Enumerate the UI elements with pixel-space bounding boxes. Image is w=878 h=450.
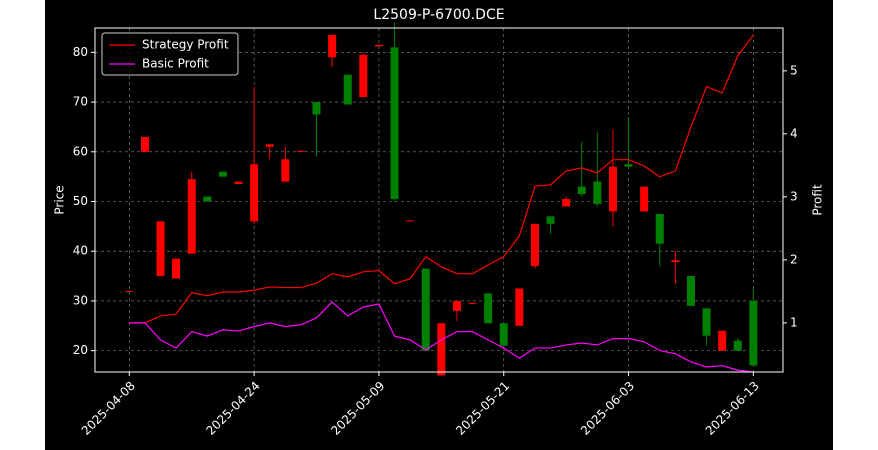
legend-label: Basic Profit <box>142 57 209 71</box>
y-tick-label: 30 <box>73 293 88 307</box>
chart-title: L2509-P-6700.DCE <box>373 7 504 23</box>
y-tick-label: 60 <box>73 144 88 158</box>
candle-body <box>593 181 602 204</box>
candle-body <box>328 34 337 58</box>
profit-line <box>129 34 754 324</box>
y2-tick-label: 1 <box>790 315 798 329</box>
candle-body <box>281 159 290 182</box>
y-tick-label: 20 <box>73 343 88 357</box>
candle-body <box>172 258 181 279</box>
candle-body <box>484 293 493 324</box>
candle-body <box>140 136 149 152</box>
candle-body <box>530 223 539 267</box>
candle-body <box>437 323 446 376</box>
candle-body <box>733 340 742 351</box>
candle-body <box>499 323 508 346</box>
candle-body <box>452 300 461 311</box>
candle-body <box>686 276 695 306</box>
y2-tick-label: 2 <box>790 252 798 266</box>
candle-body <box>624 164 633 167</box>
candle-body <box>718 330 727 351</box>
candle-body <box>125 290 134 292</box>
y-axis-label: Price <box>53 185 67 214</box>
candle-body <box>250 164 259 222</box>
y-tick-label: 40 <box>73 244 88 258</box>
candle-body <box>296 150 305 152</box>
legend-label: Strategy Profit <box>142 38 229 52</box>
candle-body <box>156 221 165 277</box>
candle-body <box>546 216 555 224</box>
candle-body <box>655 213 664 244</box>
candle-body <box>671 260 680 263</box>
candle-body <box>218 171 227 177</box>
candle-body <box>343 74 352 105</box>
candle-body <box>577 186 586 195</box>
candle-body <box>406 220 415 222</box>
candle-body <box>515 288 524 326</box>
candle-body <box>203 196 212 202</box>
candle-body <box>265 144 274 147</box>
candle-body <box>608 166 617 212</box>
candle-body <box>374 44 383 47</box>
candle-body <box>187 179 196 254</box>
candle-body <box>468 302 477 304</box>
candle-body <box>359 54 368 98</box>
y2-tick-label: 3 <box>790 189 798 203</box>
y-tick-label: 50 <box>73 194 88 208</box>
candle-body <box>234 181 243 185</box>
candle-body <box>702 308 711 336</box>
plot-frame <box>94 27 784 373</box>
candle-body <box>421 268 430 351</box>
y-tick-label: 70 <box>73 95 88 109</box>
candle-body <box>390 47 399 200</box>
y2-axis-label: Profit <box>811 184 825 216</box>
legend-box <box>101 32 239 76</box>
profit-line <box>129 301 754 373</box>
candle-body <box>562 199 571 207</box>
y-tick-label: 80 <box>73 45 88 59</box>
candle-body <box>640 186 649 212</box>
y2-tick-label: 5 <box>790 63 798 77</box>
y2-tick-label: 4 <box>790 126 798 140</box>
candle-body <box>312 102 321 115</box>
candle-body <box>749 300 758 366</box>
